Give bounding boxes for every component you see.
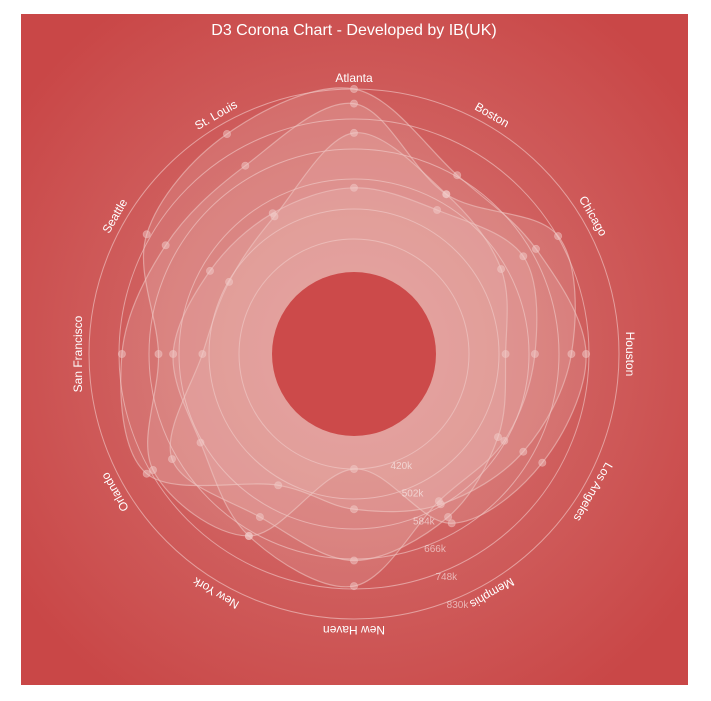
data-point[interactable] — [142, 230, 151, 239]
data-point[interactable] — [167, 455, 176, 464]
data-point[interactable] — [497, 265, 506, 274]
ring-label: 748k — [435, 572, 458, 583]
category-label: New Haven — [323, 623, 385, 637]
data-point[interactable] — [442, 190, 451, 199]
inner-hole — [272, 272, 436, 436]
ring-labels: 420k 502k 584k 666k 748k 830k — [390, 461, 469, 611]
data-point[interactable] — [255, 512, 264, 521]
data-point[interactable] — [582, 349, 591, 358]
data-point[interactable] — [434, 497, 443, 506]
data-point[interactable] — [453, 171, 462, 180]
data-point[interactable] — [268, 209, 277, 218]
grid-ring — [148, 148, 560, 560]
data-point[interactable] — [117, 349, 126, 358]
data-point[interactable] — [444, 512, 453, 521]
ring-grid — [88, 88, 620, 620]
ring-label: 502k — [402, 489, 425, 500]
data-point[interactable] — [274, 481, 283, 490]
data-point[interactable] — [198, 349, 207, 358]
grid-ring — [208, 208, 500, 500]
data-point[interactable] — [349, 128, 358, 137]
data-point[interactable] — [554, 232, 563, 241]
data-point[interactable] — [225, 277, 234, 286]
data-point[interactable] — [519, 447, 528, 456]
category-label: San Francisco — [71, 315, 85, 392]
data-point[interactable] — [244, 532, 253, 541]
data-point[interactable] — [349, 85, 358, 94]
ring-label: 830k — [447, 600, 470, 611]
data-point[interactable] — [161, 241, 170, 250]
data-point[interactable] — [493, 433, 502, 442]
data-point[interactable] — [241, 161, 250, 170]
data-point[interactable] — [154, 349, 163, 358]
chart-title: D3 Corona Chart - Developed by IB(UK) — [211, 22, 496, 39]
ring-label: 584k — [413, 516, 436, 527]
data-point[interactable] — [519, 252, 528, 261]
data-point[interactable] — [196, 438, 205, 447]
data-point[interactable] — [501, 349, 510, 358]
data-point[interactable] — [142, 469, 151, 478]
data-point[interactable] — [148, 465, 157, 474]
category-label: Atlanta — [335, 71, 373, 85]
data-point[interactable] — [567, 349, 576, 358]
data-point[interactable] — [447, 519, 456, 528]
grid-ring — [178, 178, 530, 530]
data-point[interactable] — [349, 99, 358, 108]
data-point[interactable] — [530, 349, 539, 358]
data-point[interactable] — [349, 464, 358, 473]
ring-label: 666k — [424, 544, 447, 555]
data-point[interactable] — [205, 266, 214, 275]
chart-panel: 420k 502k 584k 666k 748k 830k Atlanta Boston Ch… — [21, 14, 688, 685]
ring-label: 420k — [390, 461, 413, 472]
grid-ring — [118, 118, 590, 590]
data-point[interactable] — [349, 183, 358, 192]
center-hole — [272, 272, 436, 436]
data-point[interactable] — [538, 458, 547, 467]
category-label: Houston — [623, 332, 637, 377]
data-point[interactable] — [349, 505, 358, 514]
data-point[interactable] — [169, 349, 178, 358]
data-point[interactable] — [349, 582, 358, 591]
data-point[interactable] — [349, 556, 358, 565]
data-point[interactable] — [531, 244, 540, 253]
data-point[interactable] — [222, 130, 231, 139]
data-point[interactable] — [433, 205, 442, 214]
data-point[interactable] — [500, 436, 509, 445]
